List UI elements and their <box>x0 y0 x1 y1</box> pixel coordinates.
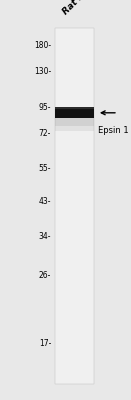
Text: Rat Brain: Rat Brain <box>61 0 101 16</box>
Text: Epsin 1: Epsin 1 <box>98 126 129 135</box>
Bar <box>55 107 94 109</box>
Text: 26-: 26- <box>39 272 51 280</box>
Text: 43-: 43- <box>39 198 51 206</box>
Text: 72-: 72- <box>39 130 51 138</box>
Bar <box>55 126 94 131</box>
Bar <box>55 118 94 126</box>
Text: 17-: 17- <box>39 340 51 348</box>
Text: 34-: 34- <box>39 232 51 241</box>
Text: 130-: 130- <box>34 68 51 76</box>
Text: 180-: 180- <box>34 42 51 50</box>
Text: 95-: 95- <box>39 104 51 112</box>
Bar <box>55 28 94 384</box>
Bar <box>55 107 94 118</box>
Text: 55-: 55- <box>39 164 51 172</box>
